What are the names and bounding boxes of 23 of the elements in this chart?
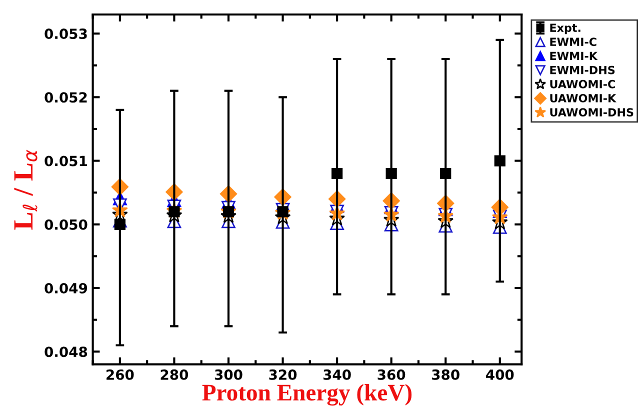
y-tick-label: 0.052: [44, 92, 87, 103]
x-tick-label: 280: [160, 369, 188, 380]
legend-label: EWMI-C: [550, 38, 596, 46]
legend-label: EWMI-DHS: [550, 66, 615, 74]
x-tick-label: 300: [214, 369, 242, 380]
y-tick-label: 0.051: [44, 156, 87, 166]
legend-label: Expt.: [550, 24, 580, 34]
x-tick-label: 400: [486, 369, 514, 380]
legend-label: UAWOMI-DHS: [550, 108, 634, 116]
y-tick-label: 0.048: [44, 346, 88, 358]
x-axis-title: Proton Energy (keV): [202, 384, 412, 406]
y-axis-title: L$_{ℓ}$ / L$_{α}$: [14, 150, 38, 230]
y-tick-label: 0.049: [44, 282, 88, 294]
x-tick-label: 340: [323, 369, 351, 380]
x-tick-label: 260: [106, 369, 134, 380]
y-tick-label: 0.053: [44, 28, 87, 40]
legend-label: EWMI-K: [550, 52, 598, 60]
legend-label: UAWOMI-K: [550, 94, 616, 102]
x-tick-label: 320: [269, 369, 297, 380]
x-tick-label: 360: [378, 369, 406, 380]
x-tick-label: 380: [432, 369, 460, 380]
y-tick-label: 0.050: [44, 219, 88, 230]
legend-label: UAWOMI-C: [550, 80, 615, 88]
